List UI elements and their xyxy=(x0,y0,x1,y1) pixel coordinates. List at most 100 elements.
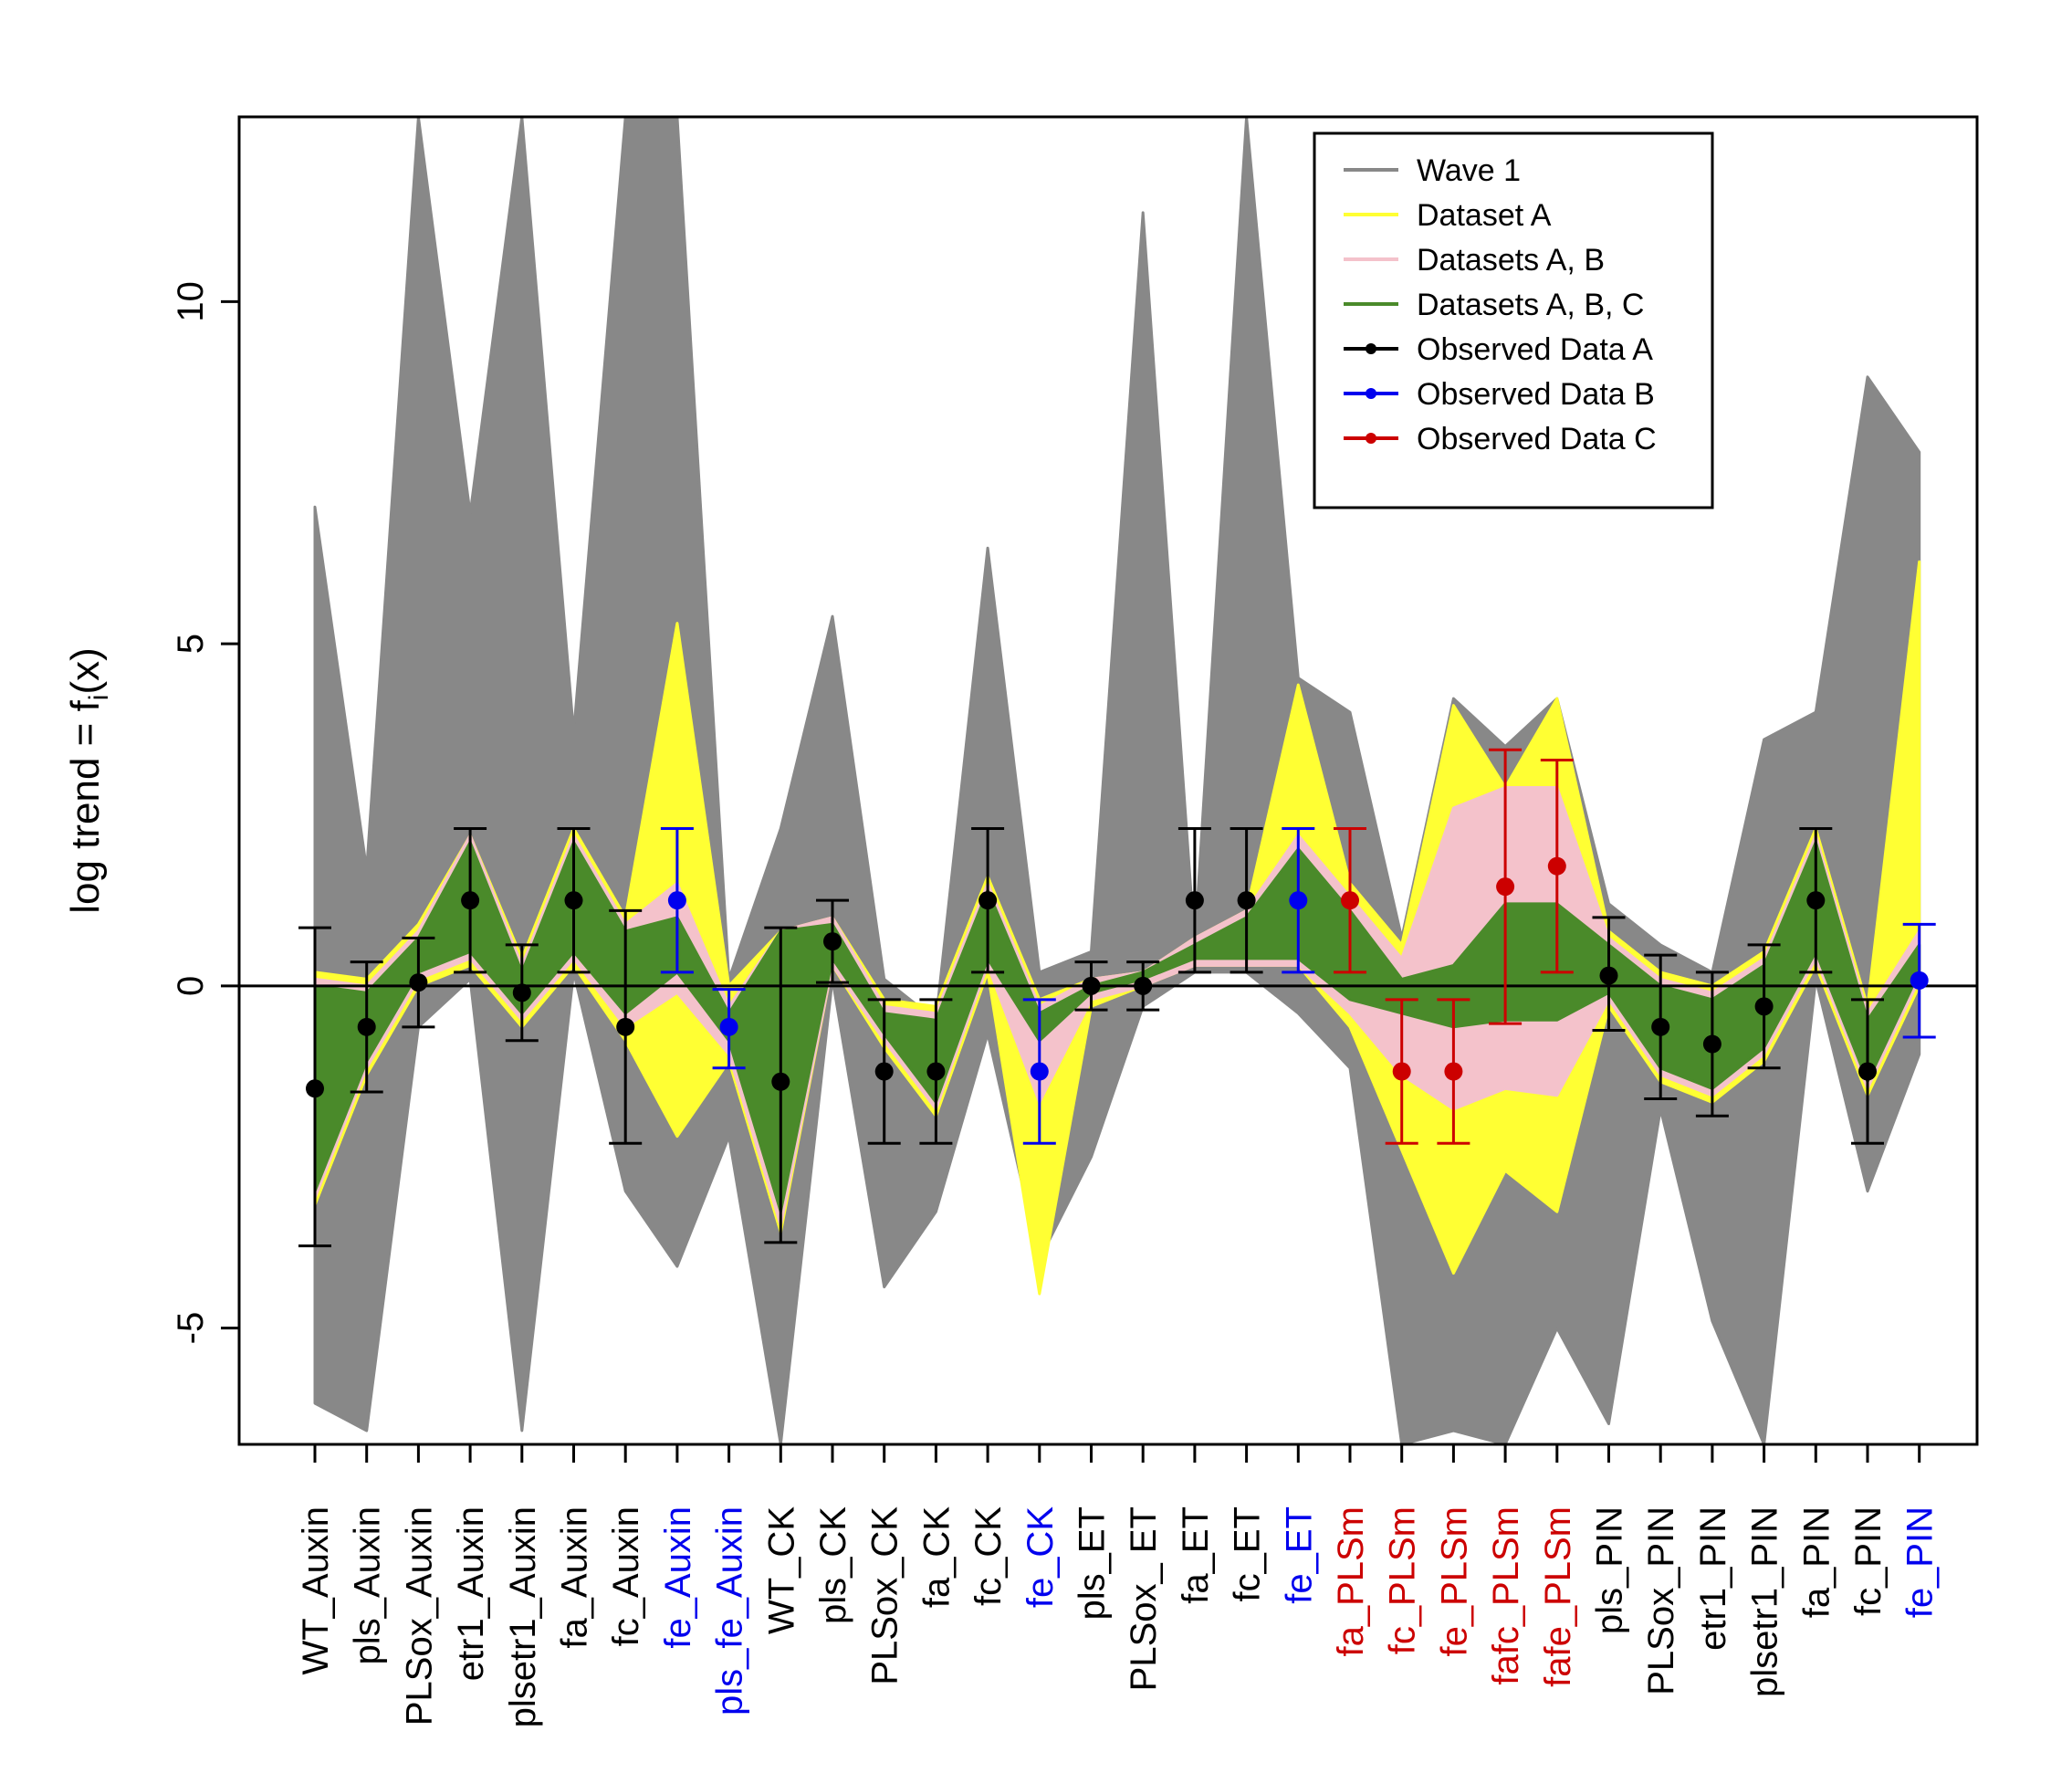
series-1-upper-seg-6 xyxy=(624,623,678,918)
legend-marker-4 xyxy=(1366,343,1376,354)
series-3-upper-seg-9 xyxy=(780,923,833,932)
legend-marker-6 xyxy=(1366,433,1376,444)
series-0-lower-seg-28 xyxy=(1763,979,1817,1444)
series-1-lower-seg-6 xyxy=(624,1040,678,1138)
observed-19 xyxy=(1282,826,1315,974)
legend-box xyxy=(1313,131,1714,509)
series-0-upper-seg-22 xyxy=(1452,698,1506,748)
series-3-lower-seg-5 xyxy=(572,950,626,1014)
observed-18 xyxy=(1230,826,1263,974)
series-3-upper-seg-13 xyxy=(987,889,1041,1014)
x-tick-label-8: pls_fe_Auxin xyxy=(710,1506,750,1716)
series-1-upper-seg-25 xyxy=(1607,930,1661,973)
x-tick-label-11: PLSox_CK xyxy=(865,1506,905,1685)
series-2-upper-seg-19 xyxy=(1297,834,1351,898)
series-0-lower-seg-22 xyxy=(1453,1430,1506,1444)
series-3-lower-seg-14 xyxy=(1039,992,1093,1042)
legend-item-3: Datasets A, B, C xyxy=(1344,288,1644,322)
observed-1 xyxy=(350,960,383,1094)
series-1-upper-seg-4 xyxy=(520,828,575,960)
series-3-lower-seg-11 xyxy=(883,1033,937,1103)
series-3-lower-seg-25 xyxy=(1607,992,1662,1069)
x-tick-label-5: fa_Auxin xyxy=(555,1506,595,1649)
series-2-lower-seg-5 xyxy=(572,958,626,1028)
series-3-upper-seg-18 xyxy=(1245,848,1300,918)
series-2-lower-seg-24 xyxy=(1555,999,1610,1097)
observed-7 xyxy=(660,826,694,974)
series-0-lower-seg-21 xyxy=(1401,1430,1454,1444)
observed-3 xyxy=(454,826,487,974)
series-3-upper-seg-2 xyxy=(417,841,471,939)
series-3-lower-seg-30 xyxy=(1867,971,1920,1083)
series-0-upper-seg-23 xyxy=(1504,698,1558,748)
series-0-upper-seg-27 xyxy=(1711,739,1765,973)
series-0-lower-seg-19 xyxy=(1297,1013,1351,1069)
series-2 xyxy=(313,786,1921,1227)
legend-marker-5 xyxy=(1366,388,1376,399)
series-1-lower-seg-4 xyxy=(521,964,575,1028)
series-2-lower-seg-16 xyxy=(1142,964,1196,987)
series-2-lower-seg-3 xyxy=(469,958,523,1021)
plot-frame xyxy=(237,115,1979,1446)
series-3-upper-seg-5 xyxy=(572,841,627,932)
series-2-lower-seg-27 xyxy=(1711,1054,1765,1097)
series-3-lower-seg-4 xyxy=(521,950,575,1014)
series-2-upper-seg-6 xyxy=(624,882,678,926)
x-tick-label-0: WT_Auxin xyxy=(296,1506,336,1675)
series-0-lower-seg-8 xyxy=(727,1136,782,1444)
observed-17 xyxy=(1177,826,1211,974)
series-1-upper-seg-29 xyxy=(1815,828,1868,1007)
x-tick-label-26: PLSox_PIN xyxy=(1641,1506,1681,1695)
x-tick-label-17: fa_ET xyxy=(1176,1506,1216,1604)
series-2-lower-seg-10 xyxy=(832,964,885,1042)
observed-28 xyxy=(1747,943,1781,1070)
series-2-lower-seg-0 xyxy=(314,1067,368,1199)
series-3-lower-seg-3 xyxy=(469,950,523,1014)
series-2-lower-seg-26 xyxy=(1659,1074,1713,1097)
observed-2 xyxy=(402,936,435,1029)
series-1-lower-seg-7 xyxy=(676,1060,730,1138)
observed-point-28 xyxy=(1754,997,1774,1016)
observed-point-26 xyxy=(1651,1017,1670,1036)
series-1-lower-seg-30 xyxy=(1867,985,1920,1097)
series-1-lower-seg-28 xyxy=(1763,964,1817,1062)
observed-point-6 xyxy=(616,1017,635,1036)
series-0-upper-seg-12 xyxy=(935,548,989,1021)
observed-16 xyxy=(1126,960,1160,1012)
observed-points xyxy=(298,748,1936,1248)
series-0-upper-seg-5 xyxy=(572,117,627,733)
series-1-upper-seg-22 xyxy=(1452,705,1506,789)
observed-point-16 xyxy=(1134,976,1153,995)
observed-30 xyxy=(1851,998,1884,1145)
series-1-lower-seg-19 xyxy=(1297,964,1351,1028)
series-0-upper-seg-8 xyxy=(727,828,782,980)
series-0-upper-seg-18 xyxy=(1245,117,1300,678)
series-1-lower-seg-20 xyxy=(1349,1026,1403,1151)
series-1-upper-seg-0 xyxy=(314,971,367,981)
series-3-lower-seg-22 xyxy=(1453,1019,1506,1028)
series-3-upper-seg-4 xyxy=(520,842,575,973)
legend-label-1: Dataset A xyxy=(1417,198,1552,233)
series-0-lower-seg-12 xyxy=(935,1034,989,1212)
series-1-upper-seg-1 xyxy=(365,923,420,981)
series-2-lower-seg-8 xyxy=(727,1054,782,1226)
observed-8 xyxy=(712,988,746,1070)
x-tick-label-14: fe_CK xyxy=(1020,1506,1061,1608)
x-tick-label-31: fe_PIN xyxy=(1900,1506,1941,1618)
series-2-upper-seg-20 xyxy=(1349,896,1403,960)
y-tick-label-2: 5 xyxy=(171,634,211,654)
series-1-upper-seg-8 xyxy=(727,930,782,987)
series-3-upper-seg-22 xyxy=(1452,903,1506,967)
series-2-lower-seg-9 xyxy=(780,965,833,1226)
series-1-upper-seg-13 xyxy=(987,876,1041,1001)
series-0-lower-seg-6 xyxy=(624,1191,678,1267)
series-3-lower-seg-10 xyxy=(832,958,885,1034)
series-3-upper-seg-21 xyxy=(1401,964,1454,981)
observed-point-8 xyxy=(719,1017,738,1036)
series-3-upper-seg-14 xyxy=(1039,984,1092,1014)
series-3-upper-seg-27 xyxy=(1711,964,1765,1001)
observed-12 xyxy=(919,998,953,1145)
series-3-upper-seg-24 xyxy=(1556,903,1610,946)
series-3-upper-seg-7 xyxy=(676,917,730,1014)
